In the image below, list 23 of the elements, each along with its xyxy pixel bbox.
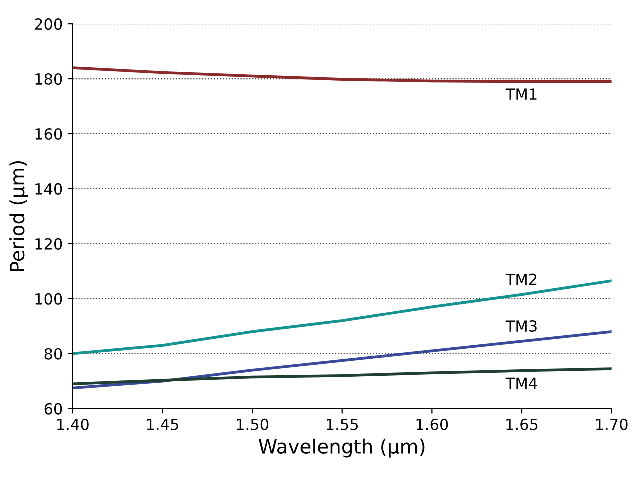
x-axis-title: Wavelength (µm) bbox=[259, 438, 425, 458]
x-tick-label: 1.60 bbox=[416, 418, 448, 430]
y-tick-label: 100 bbox=[36, 293, 62, 305]
x-tick-label: 1.50 bbox=[237, 418, 269, 430]
line-series bbox=[72, 330, 612, 390]
y-tick-label: 120 bbox=[36, 238, 62, 250]
y-tick-label: 80 bbox=[44, 348, 62, 360]
x-tick-label: 1.40 bbox=[58, 418, 89, 430]
x-tick-label: 1.70 bbox=[596, 418, 628, 430]
series-label: TM1 bbox=[506, 88, 537, 100]
line-series bbox=[72, 66, 612, 84]
y-axis-title: Period (µm) bbox=[10, 161, 28, 272]
series-label: TM4 bbox=[506, 378, 538, 390]
y-tick-label: 160 bbox=[36, 128, 62, 140]
y-tick-label: 200 bbox=[35, 18, 62, 30]
x-tick-label: 1.55 bbox=[327, 419, 358, 430]
x-tick-label: 1.45 bbox=[147, 419, 178, 430]
series-label: TM3 bbox=[506, 320, 537, 332]
y-tick-label: 60 bbox=[44, 403, 62, 415]
y-tick-label: 140 bbox=[36, 183, 62, 195]
x-tick-label: 1.65 bbox=[506, 418, 538, 430]
y-tick-label: 180 bbox=[36, 73, 62, 86]
series-label: TM2 bbox=[506, 274, 537, 286]
